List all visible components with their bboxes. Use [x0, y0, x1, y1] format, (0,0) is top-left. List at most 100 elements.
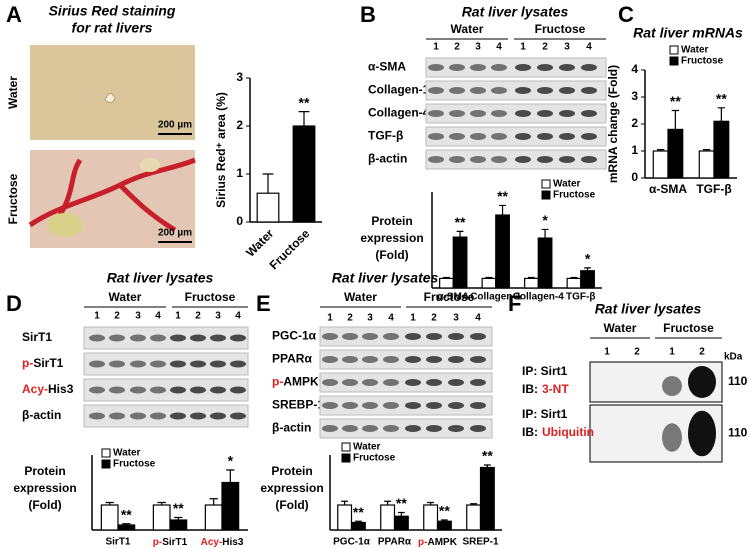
band [150, 334, 166, 342]
group-label: Fructose [663, 321, 714, 335]
lane-label: 4 [475, 313, 481, 324]
bar [537, 237, 553, 289]
legend-label: Water [553, 179, 581, 190]
y-tick-label: 3 [631, 89, 638, 103]
ib-label: IB: Ubiquitin [522, 425, 594, 439]
band [109, 360, 125, 368]
band [428, 87, 444, 94]
band [210, 334, 226, 342]
band [230, 386, 246, 394]
band [383, 402, 399, 409]
band [322, 425, 338, 432]
band [109, 386, 125, 394]
lane-label: 1 [175, 311, 181, 322]
band [491, 87, 507, 94]
row-label: Collagen-4 [368, 106, 430, 120]
y-axis-label: expression [360, 231, 423, 245]
error-bar [209, 498, 218, 505]
band [581, 87, 597, 94]
band [515, 156, 531, 163]
band [130, 360, 146, 368]
lane-label: 3 [453, 313, 459, 324]
band [362, 333, 378, 340]
bar [337, 504, 353, 531]
band [362, 402, 378, 409]
band [581, 110, 597, 117]
band [150, 360, 166, 368]
group-label: Fructose [535, 22, 586, 36]
lane-label: 4 [496, 42, 502, 53]
bar [495, 214, 510, 289]
band [428, 110, 444, 117]
error-bar [384, 500, 392, 505]
panel-letter: F [508, 291, 521, 316]
band [405, 333, 421, 340]
band [491, 156, 507, 163]
y-axis-label: Protein [24, 464, 65, 478]
significance: ** [670, 93, 681, 109]
significance: ** [353, 504, 364, 520]
significance: ** [299, 94, 310, 110]
ip-label: IP: Sirt1 [522, 407, 568, 421]
error-bar [354, 520, 362, 523]
bar [256, 192, 280, 223]
band [170, 412, 186, 420]
band [491, 64, 507, 71]
band [150, 386, 166, 394]
band [342, 425, 358, 432]
y-axis-label: mRNA change (Fold) [606, 65, 620, 183]
legend-swatch [669, 56, 679, 66]
band [383, 356, 399, 363]
legend-label: Fructose [553, 190, 596, 201]
band [662, 423, 682, 452]
x-tick-label: PGC-1α [333, 537, 371, 548]
legend-swatch [101, 448, 111, 458]
modification: p- [22, 356, 33, 370]
band [170, 334, 186, 342]
band [190, 360, 206, 368]
error-bar [499, 204, 506, 216]
band [581, 64, 597, 71]
row-label: SREBP-1 [272, 398, 324, 412]
protein: SirT1 [33, 356, 63, 370]
bar [169, 519, 188, 531]
x-tick-label: SREP-1 [462, 537, 499, 548]
panel-title: Sirius Red staining [49, 3, 176, 19]
error-bar [584, 267, 591, 271]
bar [436, 520, 452, 531]
group-label: Water [604, 321, 637, 335]
panel-title: Rat liver mRNAs [633, 25, 743, 41]
ib-target: Ubiquitin [542, 425, 594, 439]
band [130, 386, 146, 394]
lane-label: 1 [520, 42, 526, 53]
row-label: SirT1 [22, 330, 52, 344]
panel-title: Rat liver lysates [595, 301, 702, 317]
protein: SirT1 [162, 537, 187, 548]
error-bar [443, 276, 450, 279]
band [130, 334, 146, 342]
panel-letter: B [360, 2, 376, 27]
band [470, 425, 486, 432]
lane-label: 2 [195, 311, 201, 322]
band [559, 64, 575, 71]
band [383, 379, 399, 386]
band [190, 386, 206, 394]
band [383, 333, 399, 340]
band [362, 356, 378, 363]
band [89, 386, 105, 394]
modification: p- [272, 375, 283, 389]
band [662, 376, 682, 396]
lane-label: 4 [388, 313, 394, 324]
bar [698, 150, 715, 179]
ib-prefix: IB: [522, 425, 538, 439]
band [515, 87, 531, 94]
panel-letter: C [618, 2, 634, 27]
band [130, 412, 146, 420]
significance: * [585, 251, 591, 267]
legend-swatch [669, 45, 679, 55]
fibrosis-streaks [28, 157, 196, 233]
band [109, 334, 125, 342]
x-tick-label: Acy-His3 [201, 537, 244, 548]
band [322, 356, 338, 363]
lane-label: 3 [135, 311, 141, 322]
